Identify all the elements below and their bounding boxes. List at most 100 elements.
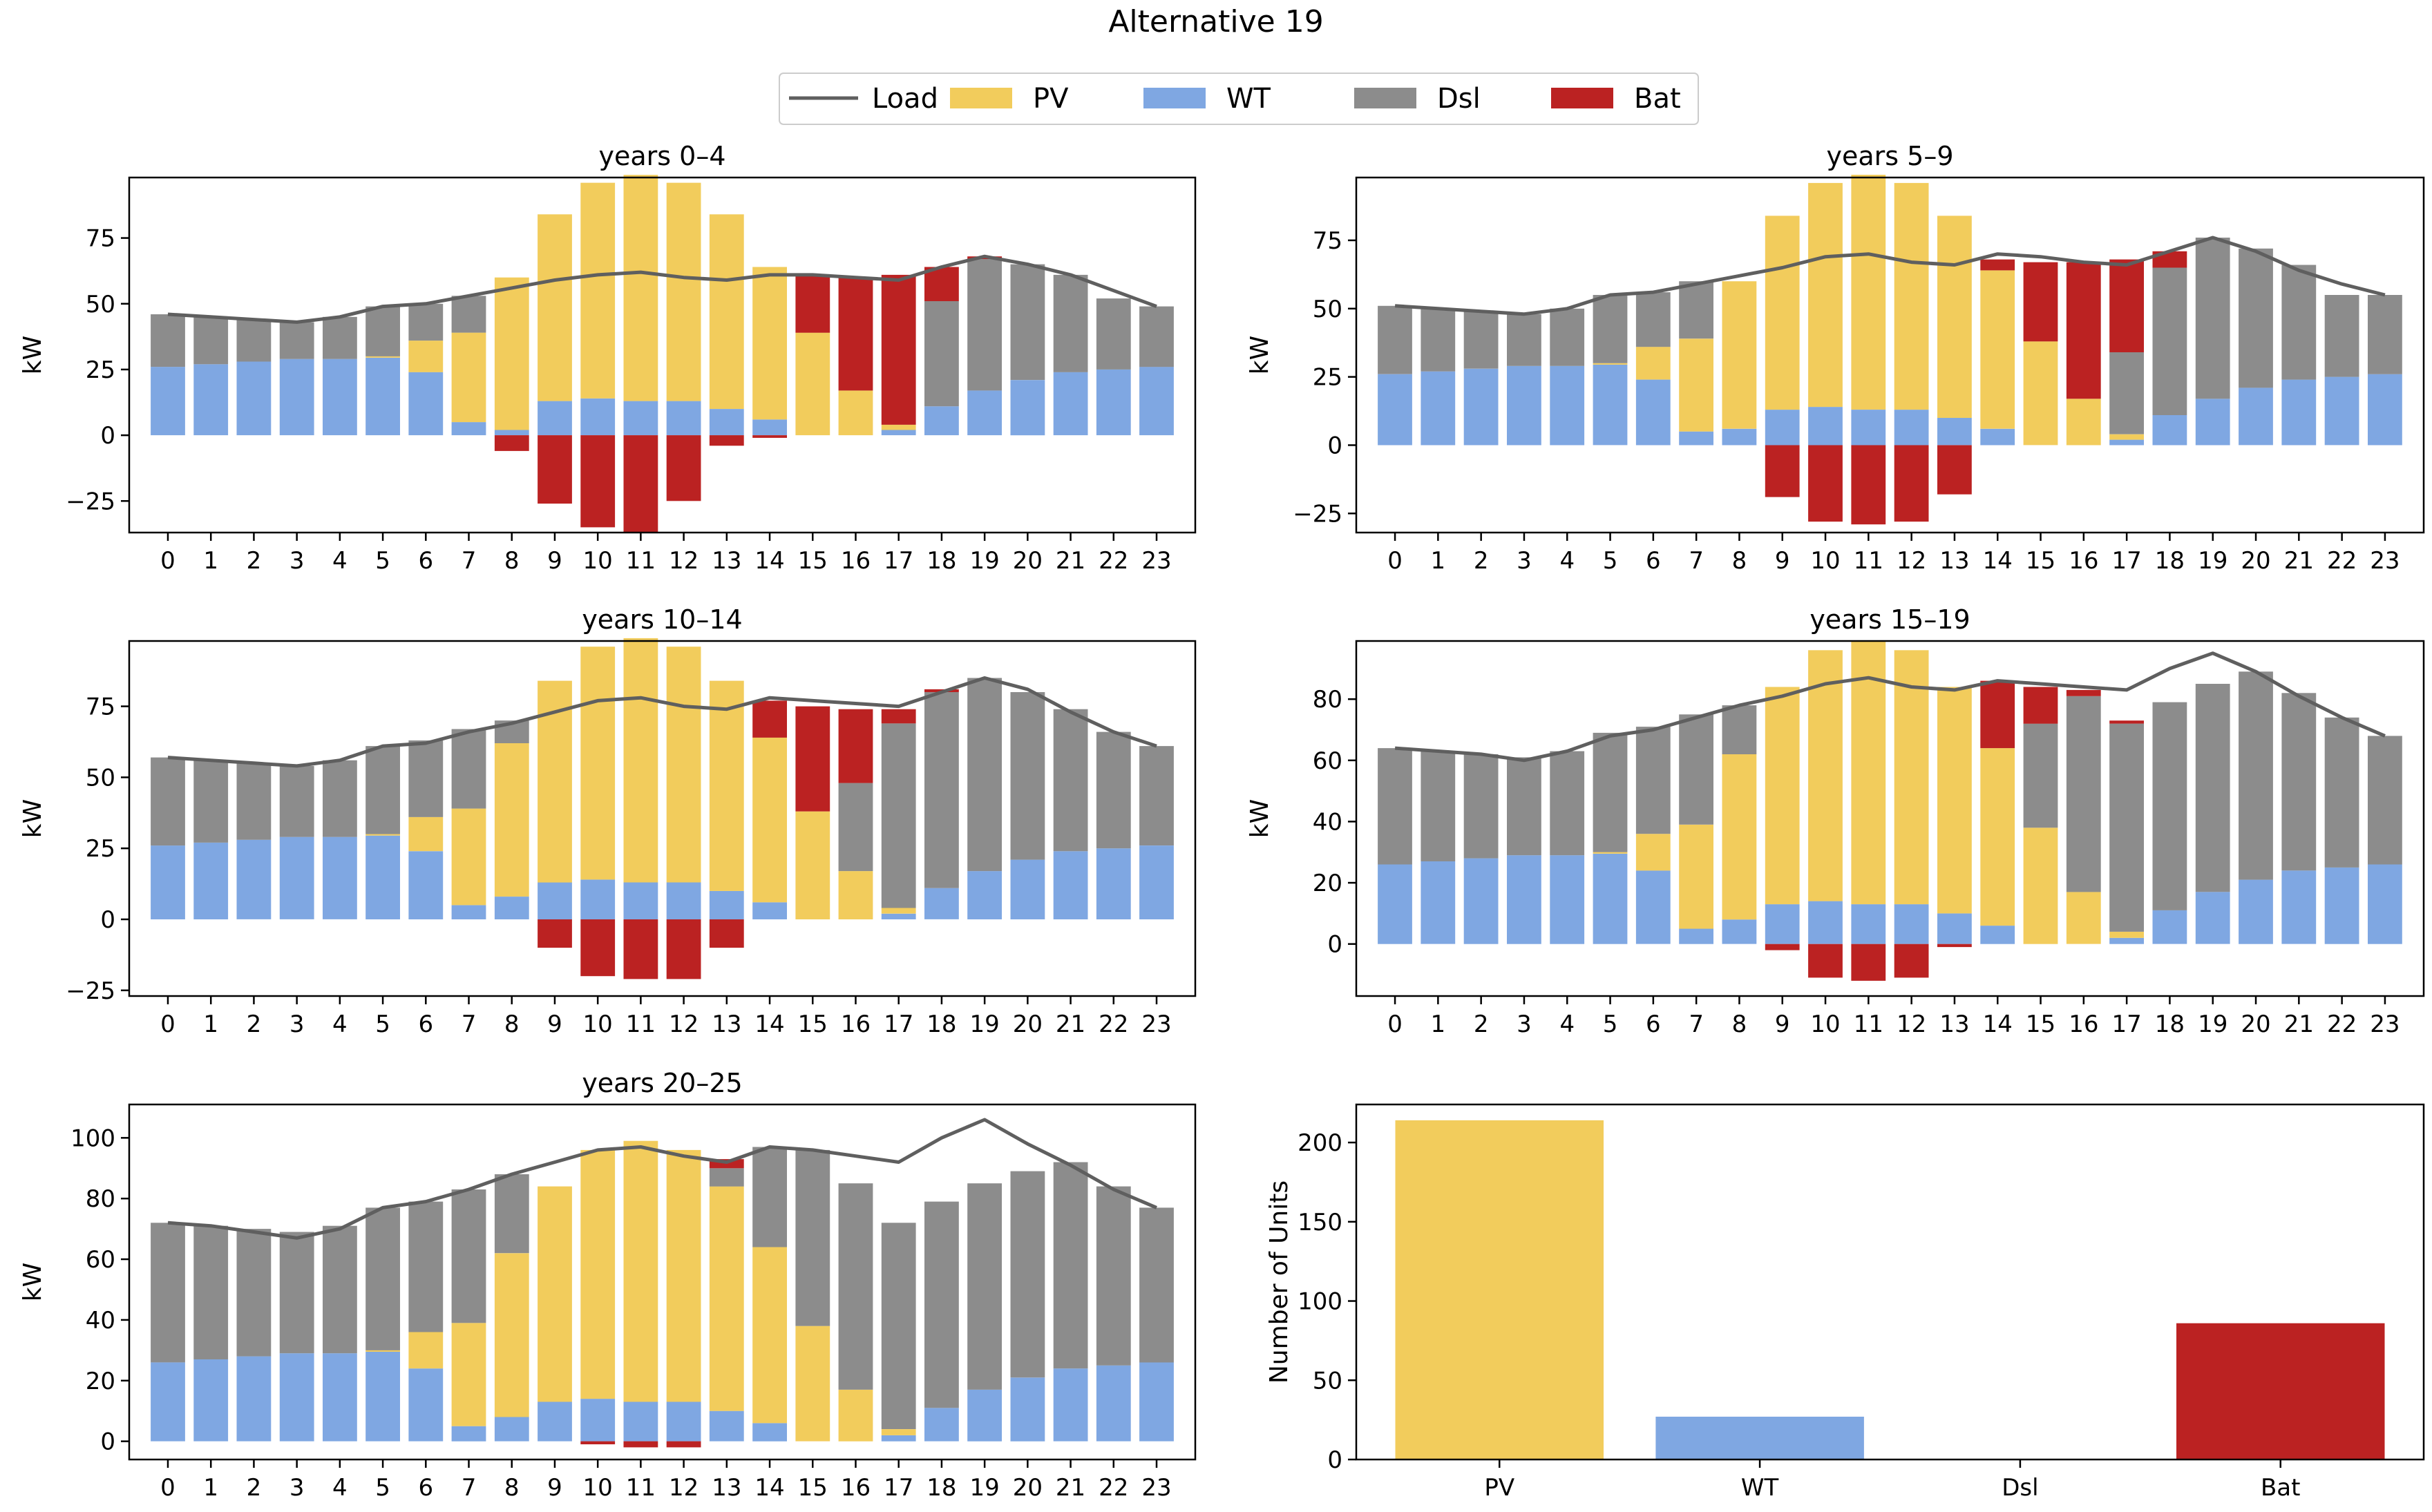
legend-label-bat: Bat [1634,83,1681,115]
load-line [167,1118,1157,1240]
x-tick-label: 2 [247,547,262,575]
bar-wt-hour-21 [1053,1368,1088,1442]
bar-dsl-hour-21 [2281,693,2317,871]
bar-wt-hour-17 [881,430,916,436]
x-tick-label: 2 [247,1011,262,1038]
bar-dsl-hour-17 [881,1223,916,1429]
load-line [1394,236,2386,316]
bar-wt-hour-10 [580,1399,616,1442]
bar-dsl-hour-2 [236,319,272,362]
bar-dsl-hour-4 [1550,308,1585,366]
bar-wt-hour-0 [1378,864,1412,944]
y-axis-label: Number of Units [1265,1180,1293,1384]
x-tick-label: 21 [1056,1011,1085,1038]
bar-wt-hour-21 [1053,372,1088,436]
bar-bat-hour-9 [538,435,572,504]
x-tick-label: 15 [2026,547,2055,575]
bar-pv-hour-7 [1679,338,1713,432]
bar-wt-hour-20 [1010,859,1045,919]
x-tick-label: 10 [583,1011,613,1038]
bar-dsl-hour-7 [1679,714,1713,825]
x-tick-label: 14 [1983,547,2013,575]
x-tick-label: 16 [841,1474,871,1502]
bar-wt-hour-6 [1635,379,1671,446]
x-tick-label: 5 [375,1011,390,1038]
y-tick-label: 25 [86,356,115,384]
x-tick-label: 5 [375,1474,390,1502]
panel-title: years 10–14 [582,604,742,635]
bar-wt-hour-1 [193,843,229,919]
x-tick-label: 18 [927,1011,956,1038]
bar-bat-hour-11 [623,919,658,979]
y-axis-label: kW [19,1263,47,1301]
bar-pv-hour-16 [2066,399,2101,446]
x-tick-label: 20 [1013,547,1043,575]
bar-dsl-hour-5 [365,1207,400,1350]
bar-wt-hour-13 [709,890,744,919]
legend-swatch-bat [1551,88,1613,108]
bar-pv-hour-9 [538,214,572,401]
bar-pv-hour-9 [1765,687,1800,905]
x-tick-label: 2 [247,1474,262,1502]
bar-pv-hour-17 [2109,434,2144,440]
bar-bat-hour-9 [538,919,572,948]
x-tick-label: 23 [2370,547,2400,575]
bar-pv-hour-6 [408,341,444,372]
bar-units-pv [1395,1120,1604,1460]
bar-wt-hour-18 [2152,910,2187,944]
bar-dsl-hour-3 [279,322,314,359]
axes-frame [128,640,1197,997]
x-tick-label: 16 [2069,547,2098,575]
x-tick-label: 14 [1983,1011,2013,1038]
bar-wt-hour-2 [236,1356,272,1442]
bar-dsl-hour-21 [1053,274,1088,372]
x-tick-label: WT [1741,1474,1779,1502]
x-tick-label: 7 [1689,1011,1704,1038]
bar-wt-hour-11 [623,882,658,919]
panel-title: years 0–4 [598,141,725,171]
bar-pv-hour-5 [365,1350,400,1352]
bar-wt-hour-13 [1937,417,1972,446]
bar-wt-hour-1 [1421,371,1456,446]
bar-dsl-hour-8 [494,1174,529,1254]
x-tick-label: 4 [332,1474,348,1502]
bar-wt-hour-8 [494,1417,529,1442]
x-tick-label: 22 [2327,1011,2357,1038]
bar-wt-hour-5 [365,835,400,919]
bar-dsl-hour-2 [1463,311,1499,369]
x-tick-label: 9 [1775,547,1790,575]
x-tick-label: 6 [1646,547,1661,575]
y-tick-label: 75 [86,225,115,253]
bar-dsl-hour-6 [408,740,444,817]
x-tick-label: 5 [1603,1011,1618,1038]
bar-dsl-hour-6 [408,1201,444,1332]
bar-dsl-hour-0 [151,1223,185,1363]
bar-wt-hour-7 [451,422,486,436]
bar-wt-hour-6 [408,851,444,919]
x-tick-label: 13 [712,1011,741,1038]
x-tick-label: 18 [2155,1011,2185,1038]
bar-wt-hour-2 [1463,368,1499,446]
x-tick-label: 2 [1474,1011,1489,1038]
bar-dsl-hour-18 [924,692,959,888]
bar-wt-hour-8 [1722,428,1757,446]
x-tick-label: 7 [1689,547,1704,575]
x-tick-label: 10 [1810,547,1840,575]
bar-wt-hour-5 [1593,364,1628,446]
legend-label-wt: WT [1226,83,1271,115]
load-line [1394,651,2386,763]
x-tick-label: 12 [1897,547,1926,575]
bar-wt-hour-0 [151,367,185,436]
x-tick-label: Bat [2261,1474,2301,1502]
x-tick-label: 11 [626,547,656,575]
bar-pv-hour-12 [1894,182,1929,410]
y-tick-label: 200 [1298,1129,1342,1157]
bar-dsl-hour-16 [838,783,873,872]
x-tick-label: 13 [1939,547,1969,575]
y-axis-label: kW [1246,799,1274,838]
bar-wt-hour-8 [1722,919,1757,944]
x-tick-label: 2 [1474,547,1489,575]
bar-wt-hour-3 [1507,365,1541,446]
bar-dsl-hour-6 [408,303,444,341]
x-tick-label: 4 [1559,547,1575,575]
